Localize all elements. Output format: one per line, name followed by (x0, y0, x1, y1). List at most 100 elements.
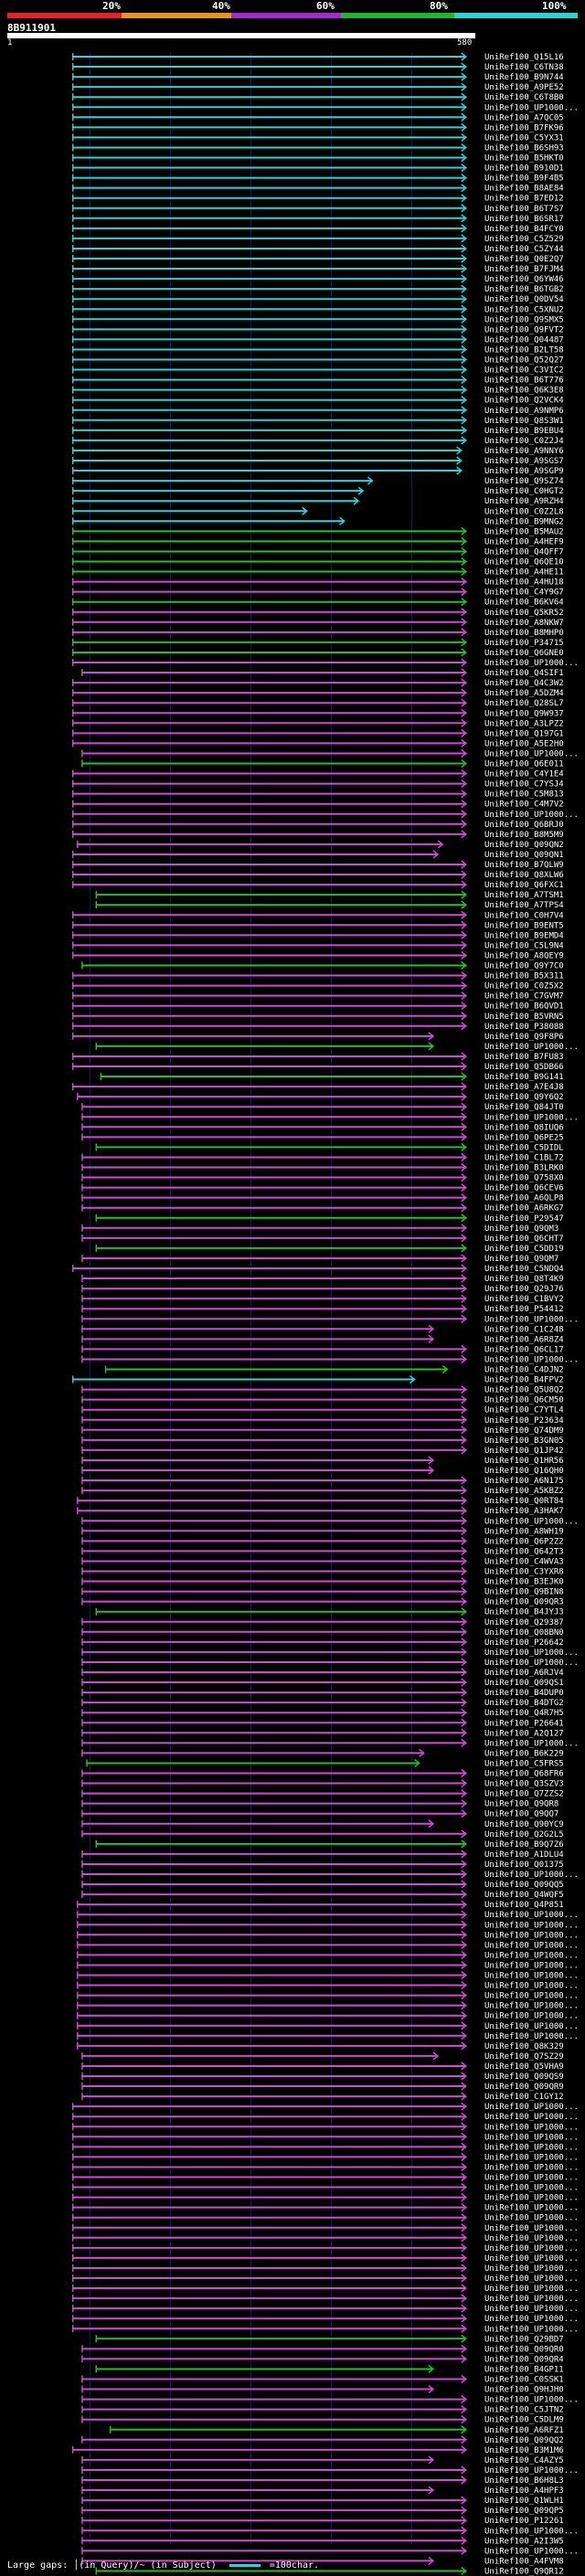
hit-row[interactable]: UniRef100_UP1000... (81, 2526, 579, 2536)
hit-label[interactable]: UniRef100_UP1000... (484, 2254, 579, 2263)
hit-row[interactable]: UniRef100_Q29387 (81, 1617, 564, 1627)
hit-label[interactable]: UniRef100_UP1000... (484, 2163, 579, 2172)
hit-row[interactable]: UniRef100_Q4P851 (77, 1900, 564, 1910)
hit-row[interactable]: UniRef100_Q4SIF1 (81, 668, 564, 678)
hit-label[interactable]: UniRef100_B6T776 (484, 376, 564, 386)
hit-label[interactable]: UniRef100_Q6CEV6 (484, 1184, 564, 1193)
hit-label[interactable]: UniRef100_UP1000... (484, 1961, 579, 1970)
hit-row[interactable]: UniRef100_P29547 (95, 1214, 564, 1224)
hit-row[interactable]: UniRef100_B6TGB2 (71, 284, 564, 294)
hit-row[interactable]: UniRef100_P23634 (81, 1415, 564, 1426)
hit-row[interactable]: UniRef100_UP1000... (71, 2324, 579, 2334)
hit-row[interactable]: UniRef100_B7FJM4 (71, 264, 564, 274)
hit-row[interactable]: UniRef100_UP1000... (77, 2031, 579, 2041)
hit-row[interactable]: UniRef100_B9N744 (71, 72, 564, 82)
hit-label[interactable]: UniRef100_Q4WQF5 (484, 1891, 564, 1900)
hit-row[interactable]: UniRef100_C5ZY44 (71, 244, 564, 254)
hit-label[interactable]: UniRef100_Q6K3E8 (484, 387, 564, 396)
hit-row[interactable]: UniRef100_Q04487 (71, 334, 564, 345)
hit-row[interactable]: UniRef100_C5DLM9 (81, 2415, 564, 2425)
hit-row[interactable]: UniRef100_Q9QM3 (81, 1224, 558, 1234)
hit-label[interactable]: UniRef100_C1C248 (484, 1325, 564, 1334)
hit-row[interactable]: UniRef100_UP1000... (71, 2294, 579, 2304)
hit-row[interactable]: UniRef100_UP1000... (71, 2132, 579, 2142)
hit-label[interactable]: UniRef100_Q08BN0 (484, 1628, 564, 1638)
hit-label[interactable]: UniRef100_Q6GNE0 (484, 649, 564, 658)
hit-row[interactable]: UniRef100_UP1000... (81, 1870, 579, 1880)
hit-label[interactable]: UniRef100_C3YXR8 (484, 1568, 564, 1577)
hit-row[interactable]: UniRef100_UP1000... (81, 2465, 579, 2475)
hit-label[interactable]: UniRef100_A8WH19 (484, 1527, 564, 1536)
hit-label[interactable]: UniRef100_C7YTL4 (484, 1406, 564, 1415)
hit-label[interactable]: UniRef100_P34715 (484, 639, 564, 648)
hit-label[interactable]: UniRef100_A5DZM4 (484, 689, 564, 698)
hit-row[interactable]: UniRef100_UP1000... (77, 2021, 579, 2031)
hit-label[interactable]: UniRef100_A4HPF3 (484, 2486, 564, 2496)
hit-row[interactable]: UniRef100_UP1000... (71, 2233, 579, 2243)
hit-label[interactable]: UniRef100_A4HU18 (484, 578, 564, 588)
hit-label[interactable]: UniRef100_P38088 (484, 1023, 564, 1032)
hit-row[interactable]: UniRef100_C4WVA3 (81, 1556, 564, 1566)
hit-label[interactable]: UniRef100_B8AE84 (484, 185, 564, 194)
hit-row[interactable]: UniRef100_A6QLP8 (81, 1193, 564, 1203)
hit-row[interactable]: UniRef100_B4FPV2 (71, 1374, 564, 1385)
hit-label[interactable]: UniRef100_B5HKT0 (484, 154, 564, 164)
hit-row[interactable]: UniRef100_A5DZM4 (71, 688, 564, 698)
hit-label[interactable]: UniRef100_C5DIDL (484, 1143, 564, 1152)
hit-row[interactable]: UniRef100_UP1000... (81, 1658, 579, 1668)
hit-row[interactable]: UniRef100_A4HPF3 (81, 2486, 564, 2496)
hit-row[interactable]: UniRef100_C5M813 (71, 790, 564, 800)
hit-row[interactable]: UniRef100_B6K229 (81, 1748, 564, 1758)
hit-label[interactable]: UniRef100_Q8T4K9 (484, 1275, 564, 1284)
hit-row[interactable]: UniRef100_Q9QR12 (95, 2566, 564, 2576)
hit-row[interactable]: UniRef100_Q9QQ7 (81, 1809, 558, 1819)
hit-row[interactable]: UniRef100_A6N175 (81, 1476, 564, 1486)
hit-label[interactable]: UniRef100_Q9QM7 (484, 1255, 558, 1264)
hit-label[interactable]: UniRef100_B4DTG2 (484, 1699, 564, 1708)
hit-label[interactable]: UniRef100_C6T8B0 (484, 93, 564, 102)
hit-row[interactable]: UniRef100_A5KBZ2 (81, 1486, 564, 1496)
hit-label[interactable]: UniRef100_B6T7S7 (484, 205, 564, 214)
hit-row[interactable]: UniRef100_Q09QR9 (81, 2082, 564, 2092)
hit-row[interactable]: UniRef100_A6RJV4 (81, 1668, 564, 1678)
hit-row[interactable]: UniRef100_Q84JT0 (81, 1102, 564, 1112)
hit-row[interactable]: UniRef100_UP1000... (71, 2142, 579, 2152)
hit-row[interactable]: UniRef100_Q28SL7 (71, 698, 564, 708)
hit-row[interactable]: UniRef100_A7QC05 (71, 112, 564, 122)
hit-label[interactable]: UniRef100_Q9SMX5 (484, 315, 564, 324)
hit-label[interactable]: UniRef100_UP1000... (484, 2174, 579, 2183)
hit-label[interactable]: UniRef100_Q09QN2 (484, 841, 564, 850)
hit-label[interactable]: UniRef100_A5E2H0 (484, 739, 564, 748)
hit-label[interactable]: UniRef100_A4FVM8 (484, 2557, 564, 2566)
hit-label[interactable]: UniRef100_UP1000... (484, 1113, 579, 1122)
hit-row[interactable]: UniRef100_Q0E2Q7 (71, 254, 564, 264)
hit-label[interactable]: UniRef100_C5M813 (484, 790, 564, 800)
hit-label[interactable]: UniRef100_B910D1 (484, 164, 564, 174)
hit-label[interactable]: UniRef100_Q7ZZS2 (484, 1790, 564, 1799)
hit-row[interactable]: UniRef100_Q1JP42 (81, 1446, 564, 1456)
hit-row[interactable]: UniRef100_C4Y9G7 (71, 588, 564, 598)
hit-row[interactable]: UniRef100_UP1000... (77, 1910, 579, 1920)
hit-row[interactable]: UniRef100_B8AE84 (71, 184, 564, 194)
hit-label[interactable]: UniRef100_Q6CHT7 (484, 1235, 564, 1244)
hit-row[interactable]: UniRef100_UP1000... (71, 2203, 579, 2213)
hit-row[interactable]: UniRef100_UP1000... (81, 2395, 579, 2405)
hit-label[interactable]: UniRef100_Q2G2L5 (484, 1830, 564, 1839)
hit-row[interactable]: UniRef100_Q09QR4 (81, 2354, 564, 2364)
hit-label[interactable]: UniRef100_B7ED12 (484, 195, 564, 204)
hit-label[interactable]: UniRef100_Q9QM3 (484, 1224, 558, 1234)
hit-row[interactable]: UniRef100_Q6E011 (81, 758, 564, 769)
hit-label[interactable]: UniRef100_Q6CL17 (484, 1345, 564, 1354)
hit-row[interactable]: UniRef100_UP1000... (77, 1991, 579, 2001)
hit-row[interactable]: UniRef100_Q8K329 (77, 2041, 564, 2051)
hit-row[interactable]: UniRef100_B9G141 (100, 1072, 564, 1082)
hit-label[interactable]: UniRef100_UP1000... (484, 2264, 579, 2274)
hit-label[interactable]: UniRef100_Q29BD7 (484, 2335, 564, 2344)
hit-row[interactable]: UniRef100_UP1000... (77, 1960, 579, 1970)
hit-row[interactable]: UniRef100_Q4QFF7 (71, 546, 564, 557)
hit-row[interactable]: UniRef100_C5XNU2 (71, 304, 564, 314)
hit-row[interactable]: UniRef100_Q197G1 (71, 728, 564, 738)
hit-row[interactable]: UniRef100_C1BVY2 (81, 1294, 564, 1304)
hit-label[interactable]: UniRef100_Q5U8Q2 (484, 1386, 564, 1395)
hit-row[interactable]: UniRef100_C6TN38 (71, 62, 564, 72)
